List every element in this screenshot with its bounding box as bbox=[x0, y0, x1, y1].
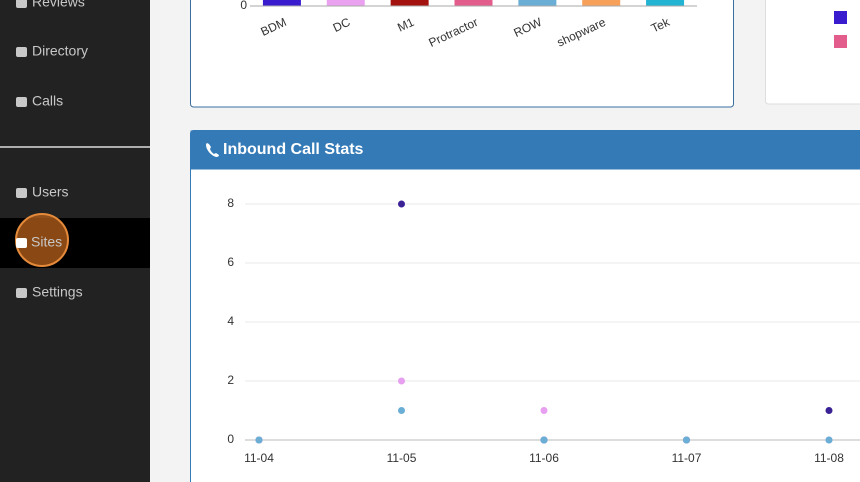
bar bbox=[326, 0, 365, 6]
nav-icon bbox=[16, 238, 27, 248]
point bbox=[540, 407, 548, 414]
y-tick-label: 2 bbox=[227, 373, 234, 387]
point bbox=[255, 436, 263, 444]
x-tick-label: 11-08 bbox=[814, 451, 844, 465]
nav-item[interactable]: Users bbox=[16, 184, 69, 200]
panel-title: Inbound Call Stats bbox=[223, 141, 364, 158]
legend-swatch bbox=[834, 35, 847, 48]
panel bbox=[765, 0, 860, 105]
y-tick-label: 6 bbox=[227, 255, 234, 269]
nav-icon bbox=[16, 0, 27, 8]
nav-item[interactable]: Directory bbox=[16, 43, 88, 59]
phone-icon bbox=[206, 143, 219, 157]
bar bbox=[518, 0, 557, 6]
point bbox=[825, 407, 833, 414]
y-tick-label: 4 bbox=[227, 314, 234, 328]
point bbox=[683, 436, 690, 444]
y-tick-label: 0 bbox=[227, 432, 234, 446]
nav-label: Calls bbox=[32, 93, 63, 109]
nav-icon bbox=[16, 47, 27, 57]
nav-label: Users bbox=[32, 184, 69, 200]
y-tick-label: 0 bbox=[240, 0, 247, 12]
nav-item[interactable]: Reviews bbox=[16, 0, 85, 10]
point bbox=[398, 200, 405, 208]
panel bbox=[190, 130, 860, 482]
nav-label: Settings bbox=[32, 284, 83, 300]
nav-icon bbox=[16, 288, 27, 298]
point bbox=[398, 377, 405, 385]
point bbox=[398, 407, 405, 414]
x-tick-label: 11-04 bbox=[244, 451, 274, 465]
x-tick-label: M1 bbox=[395, 15, 416, 35]
x-tick-label: DC bbox=[331, 15, 353, 35]
nav-item[interactable]: Sites bbox=[16, 234, 62, 250]
x-tick-label: 11-06 bbox=[529, 451, 559, 465]
x-tick-label: 11-05 bbox=[387, 451, 417, 465]
nav-label: Reviews bbox=[32, 0, 85, 10]
point bbox=[825, 436, 833, 444]
nav-icon bbox=[16, 97, 27, 107]
x-tick-label: 11-07 bbox=[672, 451, 702, 465]
bar bbox=[646, 0, 685, 6]
panel bbox=[190, 0, 734, 108]
panel-header bbox=[190, 130, 860, 170]
bar bbox=[454, 0, 493, 6]
nav-label: Directory bbox=[32, 43, 88, 59]
nav-icon bbox=[16, 188, 27, 198]
legend-swatch bbox=[834, 11, 847, 24]
nav-item[interactable]: Calls bbox=[16, 93, 63, 109]
nav-item[interactable]: Settings bbox=[16, 284, 83, 300]
point bbox=[540, 436, 548, 444]
bar bbox=[262, 0, 301, 6]
bar bbox=[582, 0, 621, 6]
y-tick-label: 8 bbox=[227, 196, 234, 210]
nav-label: Sites bbox=[31, 234, 62, 250]
bar bbox=[390, 0, 429, 6]
